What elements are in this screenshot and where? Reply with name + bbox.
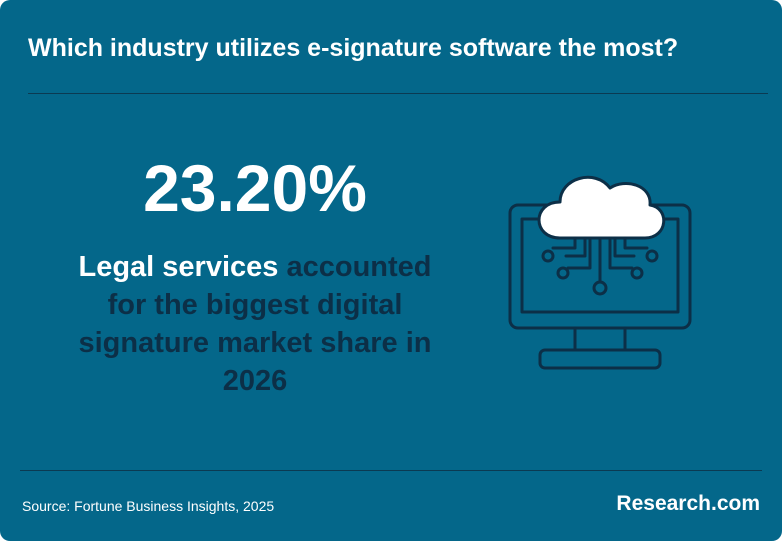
title: Which industry utilizes e-signature soft… (28, 34, 679, 62)
divider (28, 93, 768, 94)
divider (20, 470, 762, 471)
description-text: accounted for the biggest digital signat… (78, 251, 432, 397)
stat-description: Legal services accounted for the biggest… (70, 248, 440, 400)
brand: Research.com (616, 492, 760, 515)
stat-value: 23.20% (143, 151, 367, 225)
highlight: Legal services (78, 251, 279, 283)
source: Source: Fortune Business Insights, 2025 (22, 498, 275, 514)
